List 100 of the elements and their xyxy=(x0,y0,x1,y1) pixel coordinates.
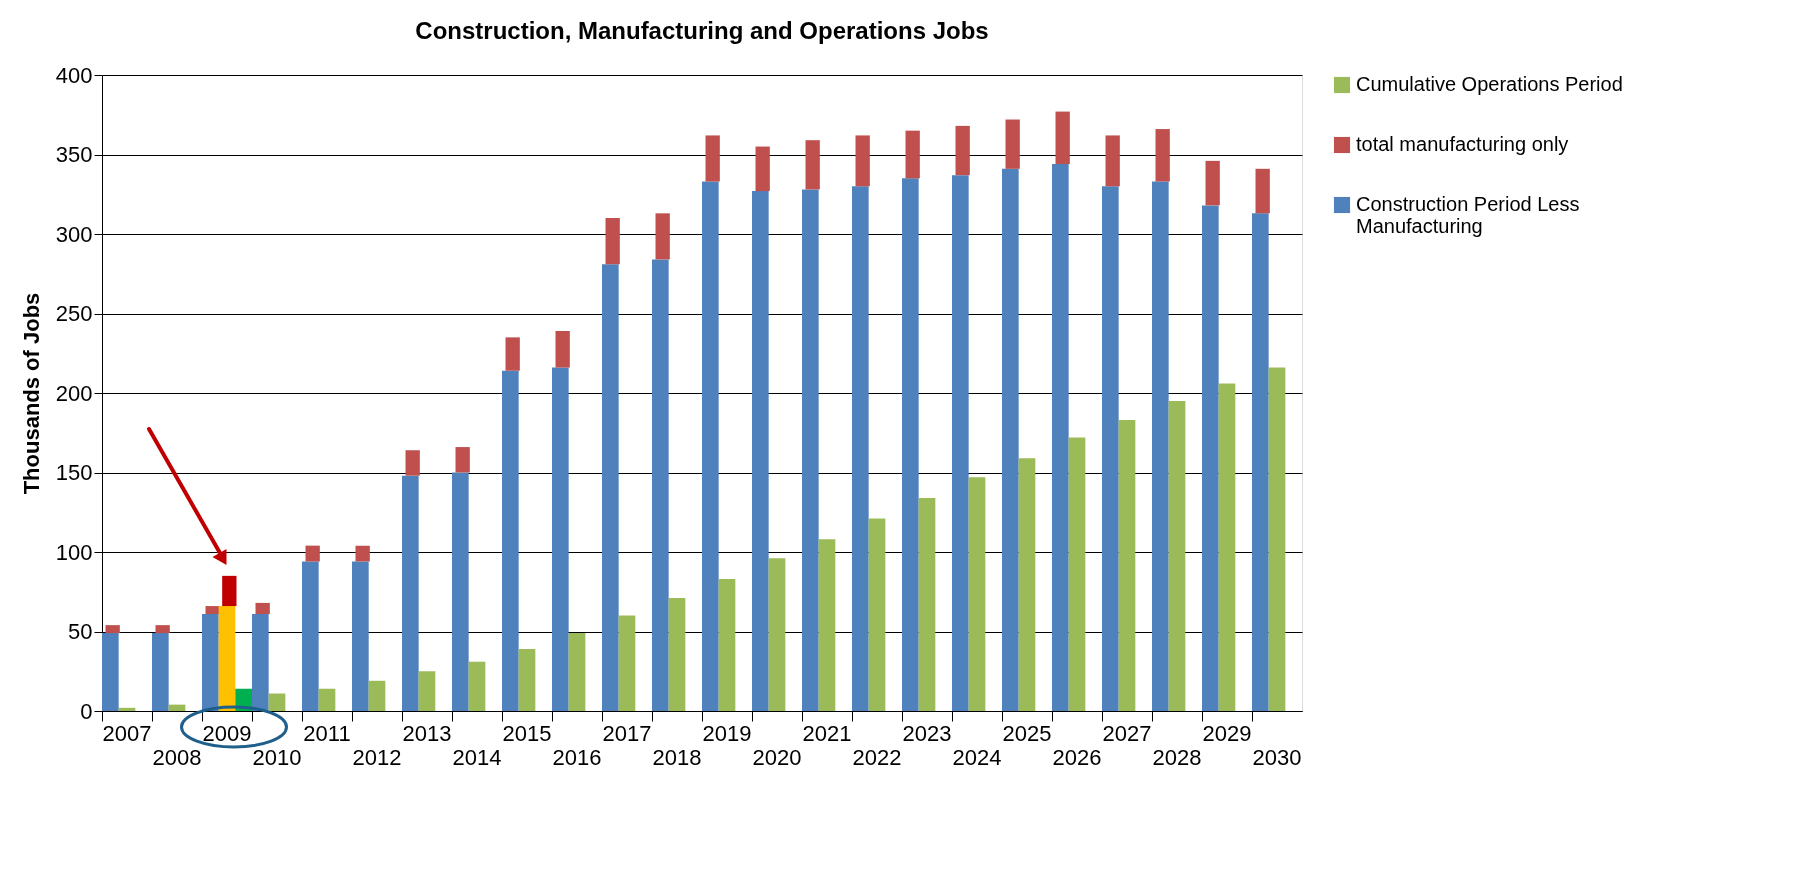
bar xyxy=(205,606,220,615)
x-tick-label: 2009 xyxy=(202,720,252,746)
bar xyxy=(455,447,470,473)
bar xyxy=(802,189,819,711)
x-tick-label: 2008 xyxy=(152,744,202,770)
bar xyxy=(368,680,386,711)
bar xyxy=(1255,168,1270,214)
bar xyxy=(302,561,319,711)
x-tick-label: 2016 xyxy=(552,744,602,770)
bar xyxy=(1102,186,1119,711)
bar xyxy=(222,575,237,607)
bar xyxy=(402,475,419,711)
bar xyxy=(118,707,136,711)
bar xyxy=(1205,160,1220,206)
bar xyxy=(1105,135,1120,187)
bar xyxy=(555,330,570,368)
bar xyxy=(968,477,986,711)
x-tick-label: 2024 xyxy=(952,744,1002,770)
bar xyxy=(1068,437,1086,711)
bar xyxy=(105,625,120,634)
x-tick-label: 2028 xyxy=(1152,744,1202,770)
y-tick-label: 300 xyxy=(55,221,93,247)
x-tick-label: 2013 xyxy=(402,720,452,746)
bar xyxy=(855,135,870,187)
x-tick-label: 2018 xyxy=(652,744,702,770)
x-tick-label: 2014 xyxy=(452,744,502,770)
x-tick-label: 2030 xyxy=(1252,744,1302,770)
x-tick-label: 2007 xyxy=(102,720,152,746)
bar xyxy=(718,579,736,711)
bar xyxy=(355,545,370,562)
x-tick-label: 2019 xyxy=(702,720,752,746)
bar xyxy=(1118,420,1136,711)
bar xyxy=(768,558,786,711)
x-tick-label: 2023 xyxy=(902,720,952,746)
bar xyxy=(852,186,869,711)
bar xyxy=(1218,383,1236,711)
bar xyxy=(502,370,519,711)
bar xyxy=(1152,181,1169,711)
legend-label: Cumulative Operations Period xyxy=(1356,73,1623,95)
legend-label: total manufacturing only xyxy=(1356,133,1569,155)
bar xyxy=(1252,213,1269,711)
bar xyxy=(705,135,720,182)
bar xyxy=(905,130,920,179)
legend-label: Construction Period Less Manufacturing xyxy=(1356,193,1580,237)
bar xyxy=(252,614,269,711)
bar xyxy=(155,625,170,634)
bar xyxy=(602,264,619,711)
bar xyxy=(102,633,119,711)
bar xyxy=(652,259,669,711)
y-tick-label: 150 xyxy=(55,460,93,485)
bar xyxy=(168,704,186,711)
bar xyxy=(702,181,719,711)
x-tick-label: 2020 xyxy=(752,744,802,770)
chart-title: Construction, Manufacturing and Operations Jobs xyxy=(415,17,989,44)
bar xyxy=(468,661,486,711)
bar xyxy=(752,191,769,711)
bar xyxy=(418,671,436,711)
x-tick-label: 2027 xyxy=(1102,720,1152,746)
bar xyxy=(818,539,836,711)
y-tick-label: 400 xyxy=(55,62,93,88)
bar xyxy=(902,178,919,711)
x-tick-label: 2012 xyxy=(352,744,402,770)
bar xyxy=(755,146,770,192)
bar xyxy=(268,693,286,711)
bar xyxy=(1055,111,1070,165)
x-tick-label: 2021 xyxy=(802,720,852,746)
bar xyxy=(1002,168,1019,711)
bar xyxy=(605,218,620,265)
y-axis-title: Thousands of Jobs xyxy=(18,292,44,495)
bar xyxy=(1268,367,1286,711)
bar xyxy=(655,213,670,260)
bar xyxy=(1052,164,1069,711)
bar xyxy=(618,615,636,711)
y-tick-label: 350 xyxy=(55,142,93,167)
x-tick-label: 2022 xyxy=(852,744,902,770)
bar xyxy=(952,175,969,711)
bar xyxy=(152,633,169,711)
bar xyxy=(668,598,686,711)
y-tick-label: 200 xyxy=(55,380,93,406)
bar xyxy=(518,648,536,711)
bar xyxy=(505,337,520,371)
bar xyxy=(1005,119,1020,169)
bar xyxy=(868,518,886,711)
y-tick-label: 100 xyxy=(55,539,93,565)
bar xyxy=(305,545,320,562)
bar xyxy=(805,140,820,190)
bar xyxy=(202,614,219,711)
x-tick-label: 2010 xyxy=(252,744,302,770)
x-tick-label: 2017 xyxy=(602,720,652,746)
bar xyxy=(1018,458,1036,711)
bar xyxy=(1202,205,1219,711)
bar xyxy=(255,602,270,615)
y-tick-label: 50 xyxy=(68,619,93,644)
x-tick-label: 2025 xyxy=(1002,720,1052,746)
bar xyxy=(568,633,586,711)
bar xyxy=(1155,129,1170,182)
x-tick-label: 2029 xyxy=(1202,720,1252,746)
bar xyxy=(955,125,970,176)
x-tick-label: 2026 xyxy=(1052,744,1102,770)
y-tick-label: 0 xyxy=(80,698,93,724)
